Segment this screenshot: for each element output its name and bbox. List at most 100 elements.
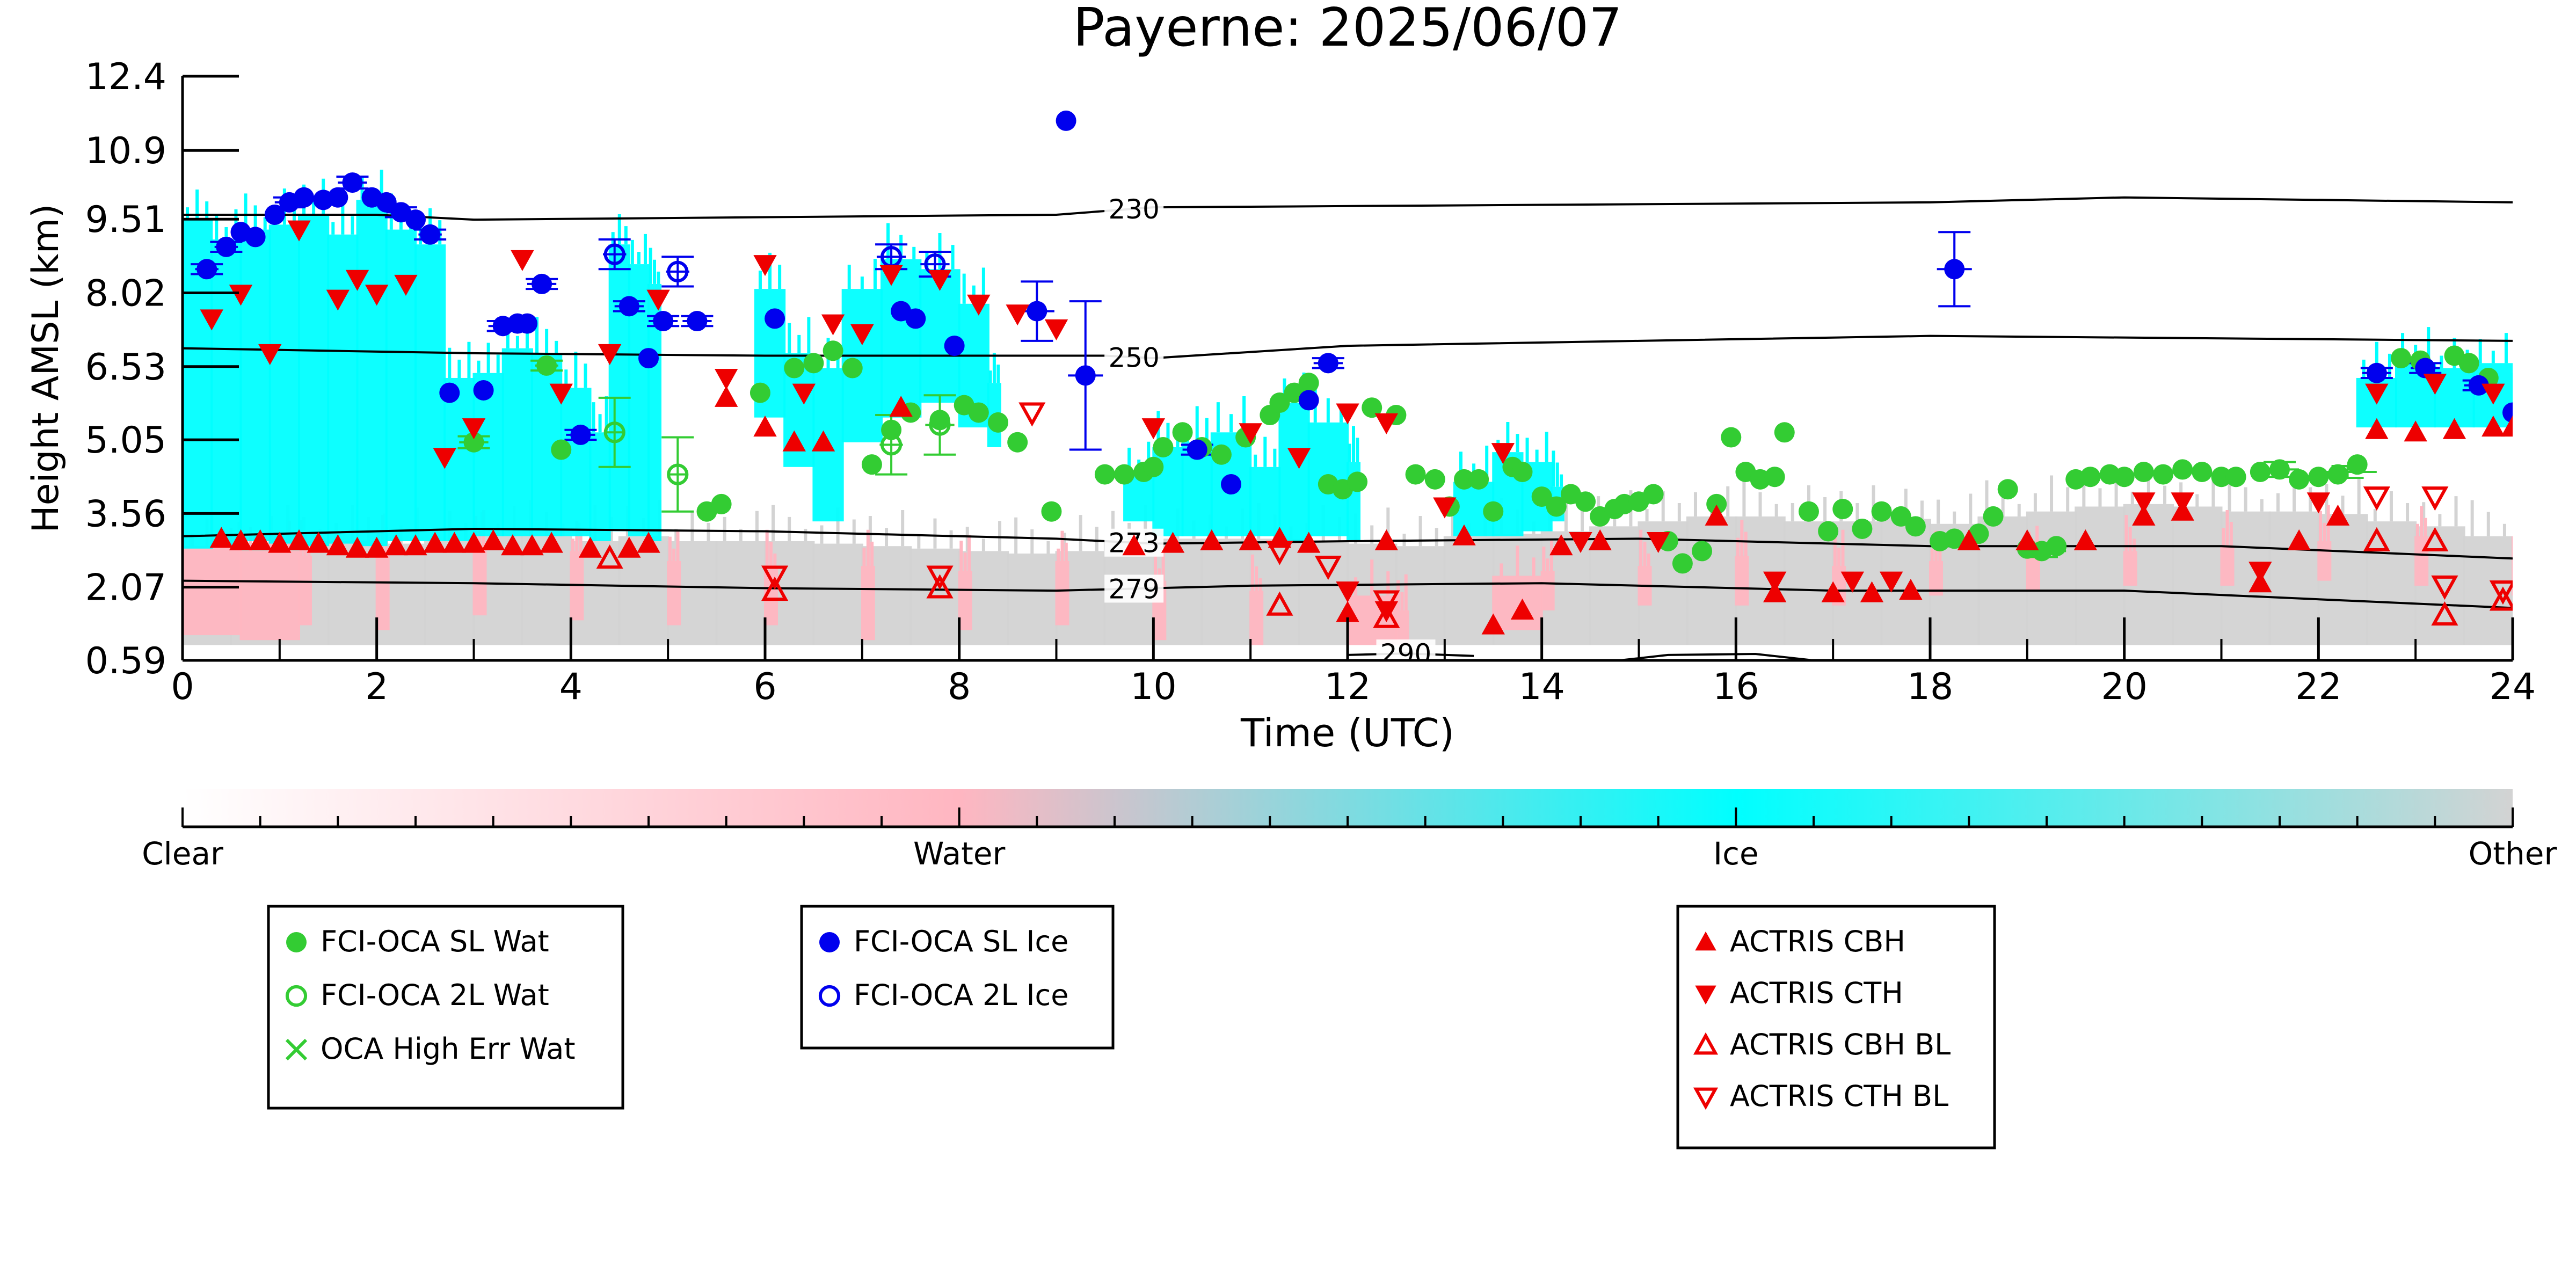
data-point — [200, 309, 223, 331]
data-point — [1646, 532, 1670, 554]
other-mask-column — [1200, 539, 1252, 645]
data-point — [439, 382, 460, 403]
data-point — [638, 348, 659, 369]
data-point — [782, 430, 806, 452]
isotherm-line — [183, 334, 2513, 360]
data-point — [646, 289, 670, 311]
water-mask-column — [2123, 551, 2137, 586]
data-point — [2347, 454, 2368, 475]
x-axis-label: Time (UTC) — [1240, 710, 1454, 755]
data-point — [926, 565, 954, 590]
isotherm-label: 290 — [1380, 638, 1431, 670]
data-point — [245, 227, 266, 248]
data-point — [1899, 579, 1923, 600]
data-point — [2482, 416, 2505, 437]
data-point — [603, 421, 625, 443]
ice-mask-layer — [183, 170, 2513, 549]
data-point — [2421, 486, 2449, 511]
data-point — [2404, 420, 2427, 442]
data-point — [603, 243, 625, 265]
ice-mask-column — [1249, 467, 1281, 536]
isotherm-line — [183, 196, 2513, 221]
data-point — [1018, 402, 1046, 427]
data-point — [1512, 462, 1533, 483]
data-point — [2153, 464, 2173, 485]
data-point — [1491, 443, 1515, 464]
data-point — [1114, 464, 1135, 485]
colorbar-label: Clear — [142, 835, 223, 872]
data-point — [1314, 556, 1342, 580]
data-point — [1424, 469, 1445, 490]
data-point — [423, 532, 447, 553]
legend-box-3: ACTRIS CBH ACTRIS CTH ACTRIS CBH BL ACTRIS … — [1676, 905, 1996, 1149]
legend-frame — [800, 905, 1115, 1050]
x-tick-label: 2 — [365, 666, 388, 708]
data-point — [1266, 541, 1293, 565]
data-point — [1374, 529, 1399, 550]
data-point — [473, 380, 494, 401]
colorbar: Clear Water Ice Other — [142, 789, 2557, 872]
data-point — [1569, 532, 1592, 554]
data-point — [1852, 518, 1873, 539]
data-point — [687, 311, 708, 332]
legend-marker — [285, 985, 308, 1007]
data-point — [1510, 598, 1534, 620]
data-point — [345, 536, 369, 558]
data-point — [784, 358, 805, 379]
data-point — [342, 172, 363, 193]
data-point — [2326, 504, 2350, 526]
legend-label: ACTRIS CTH — [1730, 976, 1903, 1010]
legend-label: FCI-OCA 2L Ice — [854, 978, 1068, 1012]
data-point — [2501, 416, 2513, 437]
data-point — [2306, 492, 2331, 514]
data-point — [462, 532, 486, 553]
data-point — [596, 544, 623, 569]
data-point — [2308, 467, 2329, 487]
data-point — [1373, 590, 1400, 615]
data-point — [294, 187, 315, 208]
legend-marker — [285, 1038, 308, 1061]
data-point — [879, 265, 903, 286]
data-point — [2289, 469, 2310, 490]
data-point — [1044, 319, 1068, 340]
data-point — [1764, 467, 1785, 487]
data-point — [1161, 532, 1185, 553]
data-point — [905, 308, 926, 329]
data-point — [1692, 541, 1713, 562]
x-tick-label: 20 — [2101, 666, 2148, 708]
y-tick-label: 8.02 — [85, 273, 166, 315]
data-point — [2172, 459, 2193, 480]
water-mask-column — [472, 546, 487, 616]
other-mask-column — [2463, 536, 2513, 645]
ice-mask-column — [560, 388, 592, 536]
ice-mask-column — [268, 224, 300, 544]
legend-label: FCI-OCA 2L Wat — [321, 978, 549, 1012]
data-point — [753, 255, 777, 276]
water-mask-column — [375, 551, 390, 630]
data-point — [803, 353, 824, 374]
legend-label: FCI-OCA SL Ice — [854, 925, 1068, 958]
legend-label: ACTRIS CBH — [1730, 925, 1905, 958]
data-point — [2015, 529, 2039, 550]
data-point — [264, 204, 285, 225]
data-point — [1879, 571, 1903, 593]
data-point — [1818, 521, 1839, 542]
x-tick-label: 0 — [171, 666, 194, 708]
data-point — [1433, 497, 1457, 519]
data-point — [1362, 397, 1382, 418]
isotherm-label-bg — [1376, 639, 1436, 660]
isotherm-label-bg — [1104, 194, 1164, 223]
data-point — [1143, 456, 1164, 477]
legend-frame — [1676, 905, 1996, 1149]
isotherm-label: 279 — [1108, 573, 1159, 605]
legend-marker — [818, 985, 841, 1007]
data-point — [653, 311, 674, 332]
x-tick-label: 12 — [1325, 666, 1371, 708]
data-point — [792, 383, 816, 405]
data-point — [1481, 613, 1505, 635]
data-point — [2458, 353, 2479, 374]
legend-marker — [1693, 1032, 1719, 1055]
data-point — [2431, 601, 2458, 626]
data-point — [2211, 467, 2232, 487]
